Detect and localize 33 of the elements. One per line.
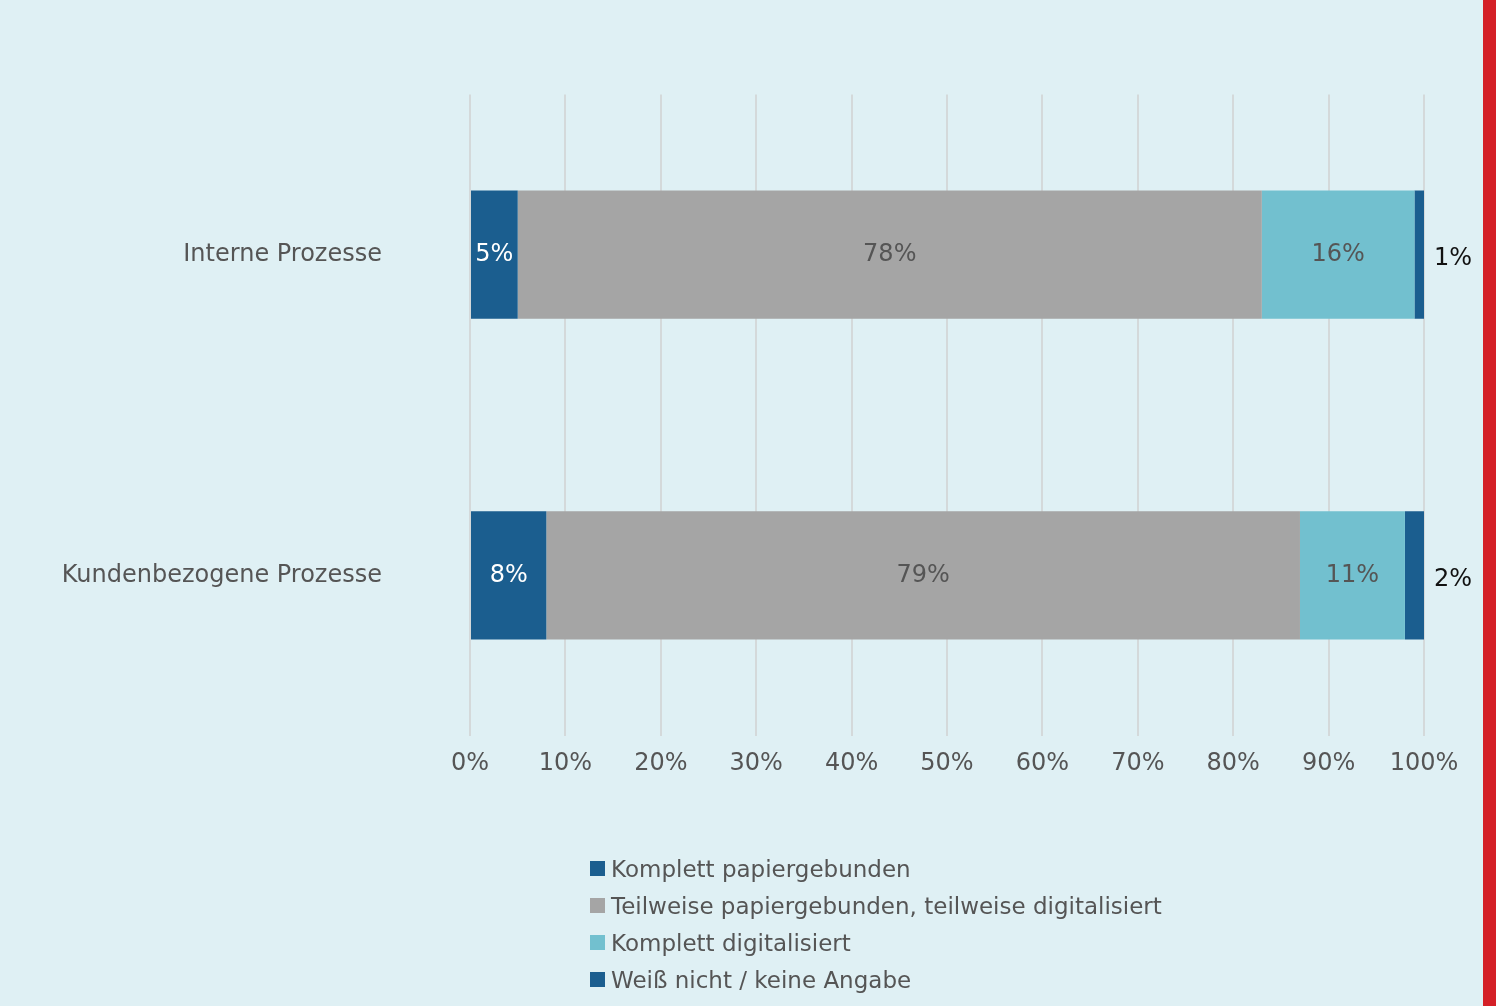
bar [1299, 511, 1405, 640]
legend-label: Komplett papiergebunden [611, 855, 911, 882]
bar [517, 190, 1262, 319]
x-tick-label: 20% [634, 748, 688, 777]
data-label: 1% [1434, 242, 1473, 271]
x-tick-label: 100% [1389, 748, 1459, 777]
legend-label: Teilweise papiergebunden, teilweise digitalisiert [611, 892, 1162, 919]
data-label: 78% [863, 238, 917, 267]
bar [471, 511, 547, 640]
data-label: 8% [489, 559, 528, 588]
data-label: 11% [1325, 559, 1380, 588]
x-tick-label: 60% [1015, 748, 1070, 777]
x-tick-label: 30% [729, 748, 783, 777]
x-tick-label: 10% [538, 748, 593, 777]
y-tick-label: Interne Prozesse [183, 238, 382, 267]
bar [1261, 190, 1415, 319]
data-label: 79% [896, 559, 950, 588]
x-tick-label: 80% [1206, 748, 1260, 777]
data-label: 2% [1434, 563, 1473, 592]
bar [471, 190, 518, 319]
data-label: 16% [1311, 238, 1365, 267]
legend-label: Komplett digitalisiert [611, 929, 851, 956]
x-tick-label: 50% [920, 748, 974, 777]
x-tick-label: 70% [1111, 748, 1165, 777]
data-label: 5% [475, 238, 514, 267]
bar [1414, 190, 1424, 319]
x-tick-label: 0% [450, 748, 490, 777]
x-tick-label: 40% [824, 748, 879, 777]
legend-label: Weiß nicht / keine Angabe [611, 966, 912, 993]
y-tick-label: Kundenbezogene Prozesse [61, 559, 382, 588]
x-tick-label: 90% [1301, 748, 1356, 777]
bar [1404, 511, 1424, 640]
bar [546, 511, 1300, 640]
